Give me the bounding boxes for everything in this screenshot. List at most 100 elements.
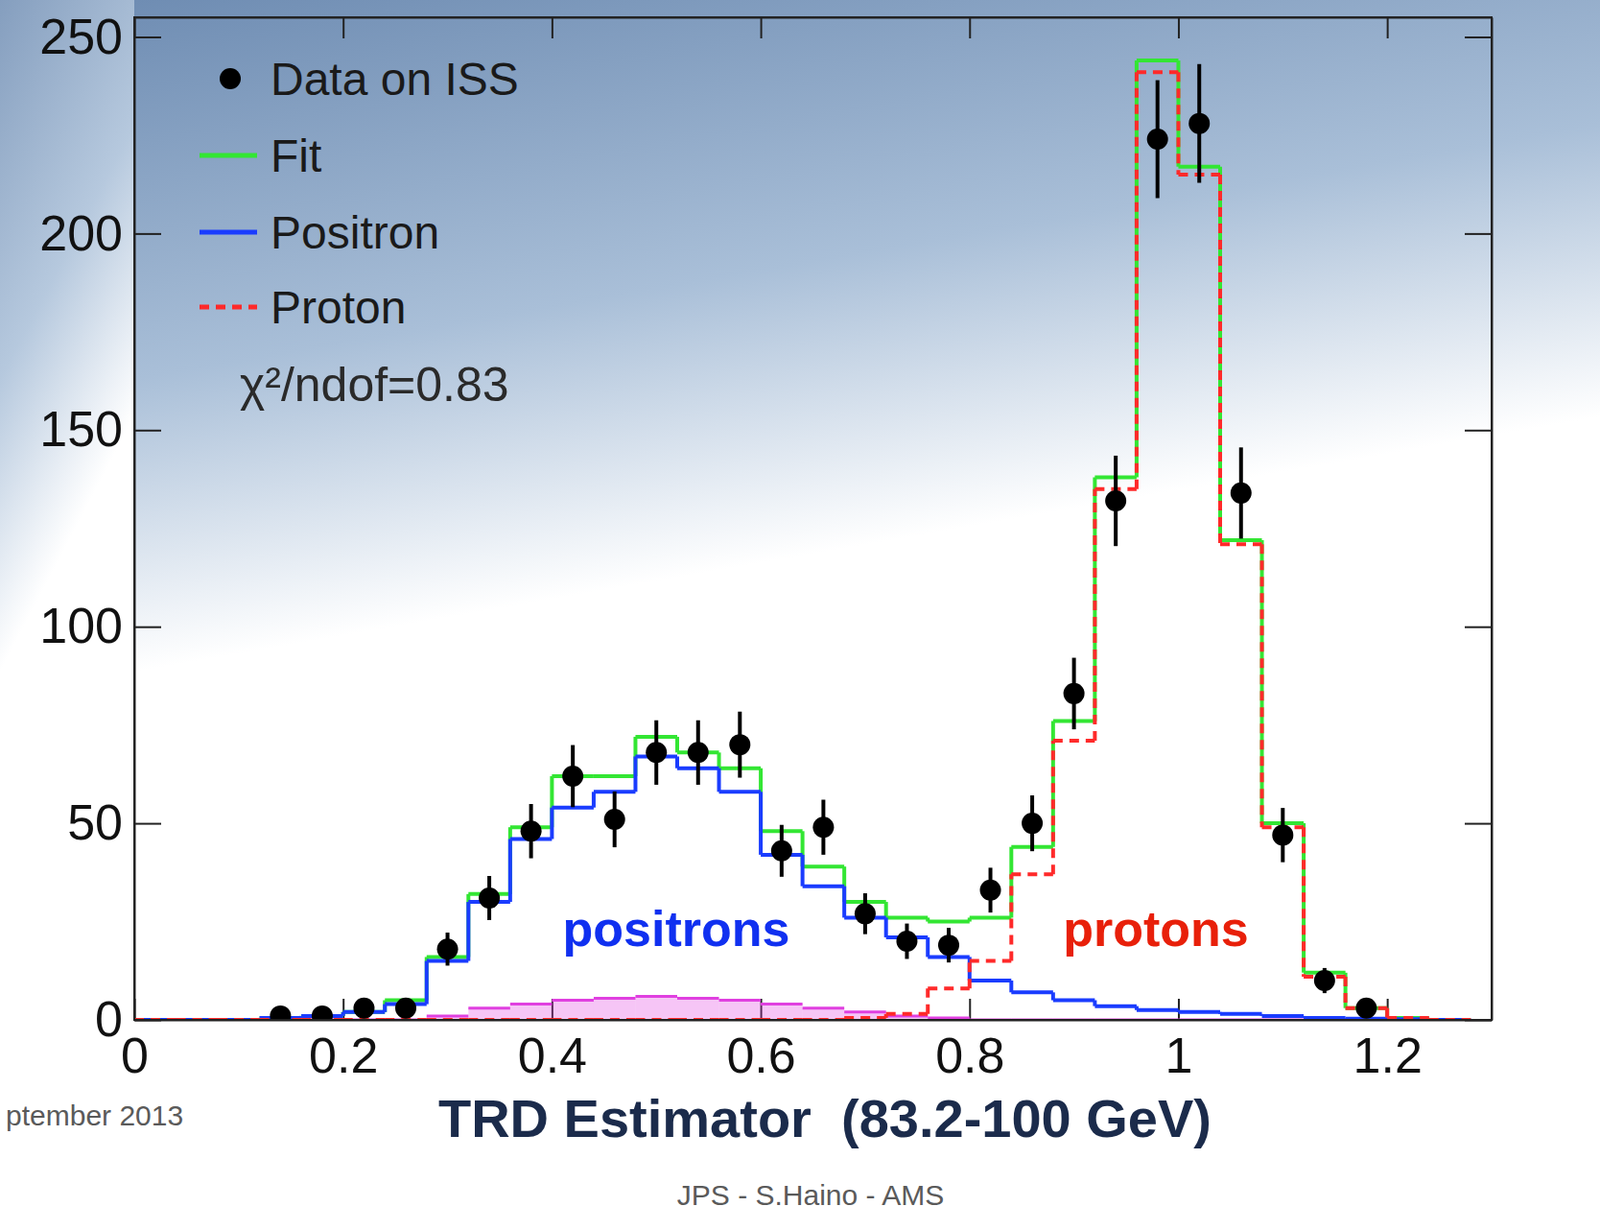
step-bin (1053, 998, 1096, 1003)
step-bin (1220, 541, 1263, 546)
data-points (269, 64, 1377, 1020)
x-axis-title: TRD Estimator (83.2-100 GeV) (438, 1087, 1212, 1149)
tick-mark (134, 429, 162, 432)
step-riser (717, 752, 722, 768)
tick-mark (134, 823, 162, 825)
step-bin (1220, 538, 1263, 542)
step-riser (633, 755, 637, 792)
tick-label: 0 (94, 990, 123, 1047)
step-histogram (134, 755, 1471, 1020)
data-point (520, 820, 542, 842)
data-point (437, 938, 459, 960)
tick-label: 1.2 (1353, 1027, 1423, 1083)
tick-mark (1464, 233, 1492, 236)
step-riser (967, 961, 972, 989)
data-point (1021, 812, 1043, 834)
step-bin (1011, 871, 1054, 876)
step-riser (1051, 740, 1056, 874)
data-point (562, 765, 584, 787)
area-bin-edge (468, 1006, 511, 1010)
legend-label: Fit (270, 130, 322, 182)
tick-label: 0.8 (935, 1027, 1005, 1083)
tick-label: 1 (1165, 1027, 1194, 1083)
data-point (938, 934, 960, 956)
tick (343, 17, 345, 39)
data-point (895, 930, 918, 952)
tick-label: 0.2 (308, 1027, 378, 1083)
tick (1387, 17, 1389, 39)
step-riser (1260, 543, 1265, 827)
background-image (134, 0, 1600, 1020)
legend: Data on ISSFitPositronProton (199, 53, 519, 333)
step-riser (424, 961, 429, 1005)
step-riser (1009, 873, 1013, 961)
tick-mark (1464, 36, 1492, 39)
data-point (729, 733, 751, 755)
chart: 00.20.40.60.811.2050100150200250Data on … (0, 0, 1600, 1230)
step-bin (1262, 1013, 1305, 1018)
step-riser (675, 736, 680, 753)
area-bin-edge (593, 996, 636, 1000)
plot-area (134, 60, 1471, 1020)
tick (1464, 823, 1492, 824)
legend-label: Proton (270, 282, 406, 333)
step-bin (1136, 1008, 1179, 1012)
step-riser (1218, 166, 1223, 541)
area-bin (635, 995, 678, 1020)
tick-mark (1464, 429, 1492, 432)
step-riser (1301, 826, 1306, 977)
tick-label: 250 (39, 8, 123, 65)
area-bin-edge (426, 1013, 470, 1017)
data-point (1147, 128, 1169, 150)
step-riser (466, 901, 471, 961)
area-bin-edge (802, 1006, 846, 1010)
step-riser (1343, 976, 1348, 1009)
step-bin (802, 864, 846, 869)
area-bin (802, 1008, 846, 1020)
area-bin-edge (719, 998, 762, 1002)
area-bin-edge (760, 1002, 803, 1006)
x-axis: 00.20.40.60.811.2 (120, 998, 1492, 1083)
data-point (687, 741, 709, 763)
step-bin (1136, 58, 1179, 63)
legend-label: Data on ISS (270, 53, 519, 105)
area-bin (677, 997, 720, 1020)
y-axis: 050100150200250 (39, 8, 162, 1048)
step-riser (1218, 174, 1223, 544)
tick-mark (1177, 17, 1180, 39)
area-bin-edge (551, 998, 594, 1002)
step-bin (593, 774, 636, 778)
legend-line (199, 305, 258, 310)
tick-label: 150 (39, 400, 123, 457)
tick-mark (1464, 626, 1492, 629)
step-riser (1343, 972, 1348, 1009)
tick-label: 0.4 (517, 1027, 588, 1083)
tick-mark (760, 17, 763, 39)
area-bin-edge (886, 1013, 929, 1017)
area-bin (593, 997, 636, 1020)
area-bin (719, 1000, 762, 1020)
tick-mark (134, 233, 162, 236)
footer-text: JPS - S.Haino - AMS (677, 1178, 944, 1211)
legend-line (199, 153, 258, 159)
data-point (1230, 482, 1252, 504)
step-bin (886, 915, 929, 919)
step-riser (549, 807, 554, 840)
tick (969, 17, 971, 39)
annotation: χ²/ndof=0.83 (239, 357, 510, 412)
step-riser (1092, 489, 1097, 741)
data-point (1355, 997, 1377, 1019)
step-riser (925, 937, 930, 957)
step-riser (758, 791, 763, 855)
tick (760, 17, 762, 39)
data-point (771, 840, 793, 862)
step-riser (591, 791, 596, 807)
step-histogram (134, 60, 1471, 1020)
data-point (854, 902, 876, 924)
page-background (0, 0, 1600, 1230)
data-point (352, 997, 375, 1019)
area-bin (551, 1000, 594, 1020)
step-bin (1011, 989, 1054, 994)
step-bin (927, 919, 970, 924)
area-bin (510, 1004, 553, 1020)
